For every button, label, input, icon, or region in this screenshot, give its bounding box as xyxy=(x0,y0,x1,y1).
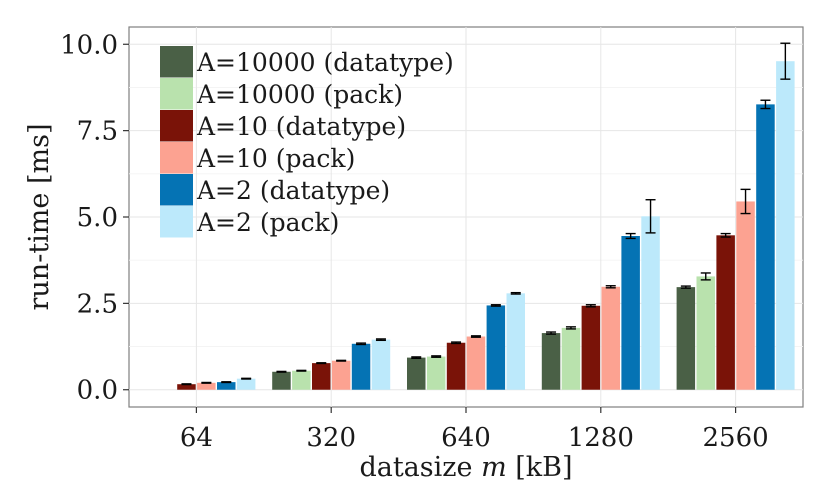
bar xyxy=(541,333,561,390)
y-axis-title: run-time [ms] xyxy=(24,124,55,311)
bar xyxy=(407,357,426,390)
bar xyxy=(561,327,581,390)
legend-swatch xyxy=(160,142,193,174)
bar xyxy=(351,343,371,390)
bar xyxy=(621,236,640,390)
legend: A=10000 (datatype) A=10000 (pack) A=10 (da… xyxy=(160,46,454,238)
bar xyxy=(641,216,660,390)
bars xyxy=(177,61,795,390)
y-tick-label: 5.0 xyxy=(77,203,118,233)
bar xyxy=(466,336,486,390)
bar xyxy=(272,371,291,390)
legend-label: A=10000 (datatype) xyxy=(196,48,454,77)
bar xyxy=(292,370,311,390)
bar xyxy=(601,286,620,390)
y-tick-label: 7.5 xyxy=(77,117,118,147)
y-axis: 0.0 2.5 5.0 7.5 10.0 xyxy=(60,30,129,406)
legend-label: A=10 (pack) xyxy=(196,144,355,173)
x-tick-label: 2560 xyxy=(703,423,769,453)
x-tick-label: 1280 xyxy=(568,423,634,453)
bar xyxy=(331,360,351,390)
x-tick-label: 64 xyxy=(180,423,213,453)
x-tick-label: 640 xyxy=(441,423,491,453)
legend-label: A=10000 (pack) xyxy=(196,80,403,109)
bar xyxy=(581,305,601,390)
bar xyxy=(426,356,446,390)
bar xyxy=(312,363,331,390)
bar xyxy=(486,305,506,390)
bar xyxy=(217,382,236,390)
x-axis: 64 320 640 1280 2560 xyxy=(180,407,769,453)
legend-label: A=10 (datatype) xyxy=(196,112,406,141)
legend-swatch xyxy=(160,206,193,238)
x-tick-label: 320 xyxy=(306,423,356,453)
bar xyxy=(506,293,525,390)
legend-label: A=2 (datatype) xyxy=(196,176,390,205)
bar xyxy=(446,342,466,390)
legend-swatch xyxy=(160,78,193,110)
y-tick-label: 2.5 xyxy=(77,289,118,319)
legend-label: A=2 (pack) xyxy=(196,208,339,237)
legend-swatch xyxy=(160,110,193,142)
bar xyxy=(197,382,216,390)
bar xyxy=(177,384,196,390)
bar xyxy=(716,235,735,390)
y-tick-label: 0.0 xyxy=(77,376,118,406)
bar xyxy=(696,276,715,390)
legend-swatch xyxy=(160,46,193,78)
x-axis-title-variable: m xyxy=(481,452,507,483)
legend-swatch xyxy=(160,174,193,206)
bar xyxy=(236,378,256,390)
bar xyxy=(371,339,391,390)
error-bars xyxy=(181,42,791,386)
x-axis-title: datasize m [kB] xyxy=(359,452,572,483)
bar xyxy=(676,287,696,390)
bar xyxy=(736,201,755,390)
bar xyxy=(776,61,795,390)
y-tick-label: 10.0 xyxy=(60,30,118,60)
bar xyxy=(756,104,775,390)
